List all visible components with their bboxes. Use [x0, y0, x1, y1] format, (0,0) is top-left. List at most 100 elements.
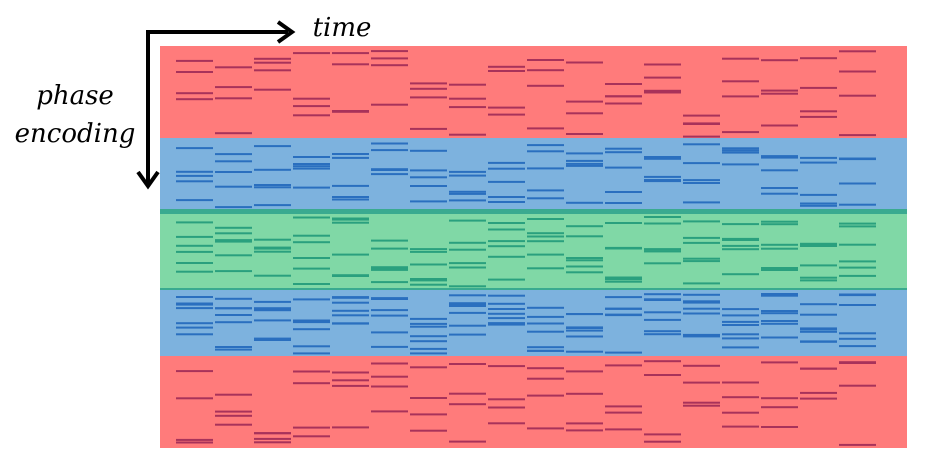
sample-line: [176, 322, 213, 325]
sample-line: [683, 182, 720, 184]
sample-line: [644, 156, 681, 158]
sample-line: [215, 346, 252, 348]
sample-line: [176, 397, 213, 400]
outer-band-top: [160, 46, 907, 138]
sample-line: [449, 170, 486, 173]
sample-line: [449, 324, 486, 327]
sample-line: [449, 133, 486, 136]
sample-line: [254, 307, 291, 310]
sample-line: [293, 163, 330, 165]
sample-line: [527, 330, 564, 333]
sample-line: [683, 333, 720, 336]
sample-line: [410, 366, 447, 369]
sample-line: [605, 351, 642, 354]
sample-line: [332, 322, 369, 325]
sample-line: [527, 315, 564, 318]
sample-line: [215, 240, 252, 243]
sample-line: [371, 247, 408, 250]
sample-line: [215, 314, 252, 316]
sample-line: [293, 382, 330, 385]
sample-line: [800, 86, 837, 89]
arrowhead-right: [276, 20, 296, 44]
sample-line: [449, 199, 486, 202]
sample-line: [761, 269, 798, 271]
sample-line: [488, 406, 525, 409]
sample-line: [761, 426, 798, 428]
sample-line: [527, 349, 564, 352]
sample-line: [371, 169, 408, 171]
sample-line: [566, 335, 603, 338]
sample-line: [644, 293, 681, 296]
sample-line: [566, 225, 603, 228]
sample-line: [800, 303, 837, 306]
sample-line: [215, 232, 252, 235]
sample-line: [644, 374, 681, 376]
sample-line: [527, 218, 564, 220]
sample-line: [683, 201, 720, 204]
sample-line: [683, 241, 720, 244]
sample-line: [761, 155, 798, 158]
sample-line: [371, 57, 408, 60]
sample-line: [176, 180, 213, 183]
sample-line: [839, 304, 876, 306]
sample-line: [176, 59, 213, 62]
sample-line: [683, 307, 720, 310]
sample-line: [293, 165, 330, 168]
sample-line: [644, 63, 681, 66]
sample-line: [527, 267, 564, 270]
sample-line: [644, 76, 681, 79]
sample-line: [293, 435, 330, 438]
sample-line: [605, 191, 642, 193]
sample-line: [800, 156, 837, 159]
sample-line: [449, 303, 486, 306]
sample-line: [527, 427, 564, 430]
sample-line: [254, 437, 291, 440]
sample-line: [605, 83, 642, 85]
sample-line: [176, 98, 213, 101]
sample-line: [839, 70, 876, 73]
sample-line: [839, 294, 876, 297]
sample-line: [254, 432, 291, 435]
sample-line: [722, 411, 759, 414]
sample-line: [722, 333, 759, 336]
sample-line: [488, 323, 525, 326]
sample-line: [566, 370, 603, 373]
sample-line: [449, 248, 486, 251]
sample-line: [527, 394, 564, 397]
sample-line: [215, 160, 252, 163]
sample-line: [254, 309, 291, 312]
sample-line: [800, 264, 837, 267]
sample-line: [722, 273, 759, 276]
sample-line: [800, 328, 837, 331]
sample-line: [761, 322, 798, 325]
sample-line: [605, 313, 642, 316]
sample-line: [332, 218, 369, 221]
sample-line: [176, 221, 213, 224]
sample-line: [488, 365, 525, 368]
sample-line: [293, 345, 330, 348]
sample-line: [449, 241, 486, 244]
sample-line: [761, 320, 798, 322]
sample-line: [254, 204, 291, 207]
sample-line: [332, 384, 369, 387]
band-edge: [160, 288, 907, 290]
sample-line: [527, 235, 564, 238]
sample-line: [527, 84, 564, 87]
sample-line: [839, 222, 876, 225]
sample-line: [488, 422, 525, 425]
sample-line: [839, 345, 876, 348]
sample-line: [410, 322, 447, 325]
sample-line: [800, 245, 837, 247]
arrowhead-down: [136, 170, 160, 190]
sample-line: [293, 216, 330, 219]
sample-line: [410, 340, 447, 343]
sample-line: [644, 433, 681, 436]
sample-line: [722, 308, 759, 311]
sample-line: [605, 280, 642, 283]
sample-line: [644, 222, 681, 225]
sample-line: [410, 283, 447, 286]
sample-line: [293, 186, 330, 189]
sample-line: [722, 396, 759, 399]
sample-line: [839, 157, 876, 160]
sample-line: [332, 371, 369, 374]
